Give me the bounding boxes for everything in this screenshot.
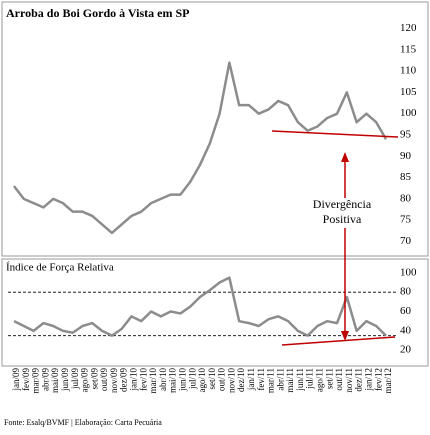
trend-line [281,336,396,346]
x-tick-label: ago/10 [197,368,207,393]
x-tick-label: mai/11 [285,368,295,393]
x-tick-label: jul/11 [305,368,315,390]
x-tick-label: mai/10 [168,368,178,393]
x-tick-label: set/09 [89,368,99,390]
chart-title: Arroba do Boi Gordo à Vista em SP [6,6,189,20]
price-line [13,61,388,235]
x-tick-label: fev/11 [256,368,266,391]
x-tick-label: fev/12 [373,368,383,391]
x-tick-label: fev/09 [21,368,31,391]
y-tick-label: 100 [400,266,417,278]
y-tick-label: 40 [400,324,412,336]
x-tick-label: jul/10 [187,368,197,391]
x-tick-label: jan/12 [363,368,373,392]
y-tick-label: 75 [400,214,412,226]
arrow-head [341,152,349,162]
top-panel [1,1,429,257]
x-tick-label: jul/09 [70,368,80,391]
x-tick-label: jun/09 [60,368,70,393]
y-tick-label: 20 [400,344,412,356]
x-tick-label: jun/11 [295,368,305,392]
annotation: Positiva [323,212,362,226]
x-tick-label: ago/11 [315,368,325,392]
x-tick-label: nov/10 [226,368,236,394]
bottom-panel [1,258,429,367]
y-tick-label: 80 [400,286,412,298]
y-tick-label: 110 [400,65,417,77]
y-tick-label: 120 [400,22,417,34]
y-tick-label: 60 [400,305,412,317]
y-tick-label: 95 [400,129,412,141]
x-tick-label: out/09 [99,368,109,392]
y-tick-label: 85 [400,171,412,183]
y-tick-label: 90 [400,150,412,162]
x-tick-label: nov/11 [344,368,354,393]
y-tick-label: 70 [400,235,412,247]
x-tick-label: abr/10 [158,368,168,391]
x-tick-label: abr/11 [275,368,285,391]
x-tick-label: nov/09 [109,368,119,394]
x-tick-label: jun/10 [177,368,187,393]
x-tick-label: jan/09 [11,368,21,392]
trend-line [271,130,399,138]
x-tick-label: dez/11 [354,368,364,392]
y-tick-label: 115 [400,43,417,55]
x-tick-label: mar/12 [383,368,393,394]
x-tick-label: dez/09 [119,368,129,392]
x-tick-label: set/10 [207,368,217,390]
x-tick-label: mar/11 [266,368,276,393]
x-tick-label: out/11 [334,368,344,391]
x-tick-label: dez/10 [236,368,246,392]
arrow-head [341,331,349,341]
annotation: Divergência [313,197,372,211]
x-tick-label: fev/10 [138,368,148,391]
x-tick-label: abr/09 [40,368,50,391]
price-line [13,276,387,337]
x-tick-label: set/11 [324,368,334,389]
y-tick-label: 80 [400,192,412,204]
x-tick-label: jan/10 [129,368,139,392]
x-tick-label: mai/09 [50,368,60,393]
x-tick-label: out/10 [217,368,227,392]
panel-title: Índice de Força Relativa [6,262,114,274]
x-tick-label: mar/10 [148,368,158,394]
y-tick-label: 105 [400,86,417,98]
x-tick-label: ago/09 [80,368,90,393]
label-bg [302,198,382,228]
x-tick-label: mar/09 [31,368,41,394]
source: Fonte: Esalq/BVMF | Elaboração: Carta Pe… [4,418,162,427]
y-tick-label: 100 [400,107,417,119]
x-tick-label: jan/11 [246,368,256,391]
